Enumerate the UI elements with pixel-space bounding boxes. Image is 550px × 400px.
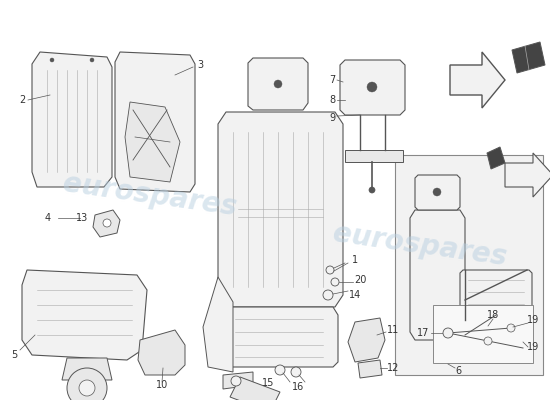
Circle shape (50, 58, 54, 62)
Polygon shape (22, 270, 147, 360)
Circle shape (331, 278, 339, 286)
Polygon shape (410, 210, 465, 340)
Text: 6: 6 (455, 366, 461, 376)
Polygon shape (450, 52, 505, 108)
Polygon shape (125, 102, 180, 182)
Text: 19: 19 (527, 342, 539, 352)
Polygon shape (415, 175, 460, 210)
Circle shape (103, 219, 111, 227)
Bar (345, 150, 403, 162)
Polygon shape (358, 360, 382, 378)
Polygon shape (505, 153, 550, 197)
Circle shape (369, 187, 375, 193)
Polygon shape (348, 318, 385, 362)
Polygon shape (230, 377, 280, 400)
Text: 19: 19 (527, 315, 539, 325)
Circle shape (433, 188, 441, 196)
Text: 4: 4 (45, 213, 51, 223)
Circle shape (443, 328, 453, 338)
Polygon shape (115, 52, 195, 192)
Circle shape (291, 367, 301, 377)
Polygon shape (340, 60, 405, 115)
Text: eurospares: eurospares (61, 169, 239, 221)
Text: 10: 10 (156, 380, 168, 390)
Text: 13: 13 (76, 213, 88, 223)
Polygon shape (248, 58, 308, 110)
Circle shape (274, 80, 282, 88)
Bar (395, 155, 543, 375)
Polygon shape (93, 210, 120, 237)
Text: 20: 20 (354, 275, 366, 285)
Circle shape (67, 368, 107, 400)
Polygon shape (32, 52, 112, 187)
Text: 3: 3 (197, 60, 203, 70)
Circle shape (231, 376, 241, 386)
Text: 9: 9 (329, 113, 335, 123)
Circle shape (323, 290, 333, 300)
Circle shape (367, 82, 377, 92)
Text: 1: 1 (352, 255, 358, 265)
Circle shape (484, 337, 492, 345)
Polygon shape (220, 307, 338, 367)
Text: 7: 7 (329, 75, 335, 85)
Circle shape (79, 380, 95, 396)
Text: 5: 5 (11, 350, 17, 360)
Polygon shape (62, 358, 112, 380)
Polygon shape (218, 112, 343, 307)
Circle shape (275, 365, 285, 375)
Text: 16: 16 (292, 382, 304, 392)
Text: 8: 8 (329, 95, 335, 105)
Polygon shape (203, 277, 233, 372)
Text: 14: 14 (349, 290, 361, 300)
Circle shape (90, 58, 94, 62)
Circle shape (507, 324, 515, 332)
Text: 2: 2 (19, 95, 25, 105)
Text: 15: 15 (262, 378, 274, 388)
Circle shape (326, 266, 334, 274)
Polygon shape (460, 270, 532, 315)
Bar (433, 305, 533, 363)
Text: eurospares: eurospares (331, 219, 509, 271)
Polygon shape (512, 42, 545, 73)
Text: 18: 18 (487, 310, 499, 320)
Polygon shape (138, 330, 185, 375)
Text: 12: 12 (387, 363, 399, 373)
Text: 11: 11 (387, 325, 399, 335)
Polygon shape (487, 147, 505, 169)
Text: 17: 17 (417, 328, 429, 338)
Polygon shape (223, 372, 253, 389)
